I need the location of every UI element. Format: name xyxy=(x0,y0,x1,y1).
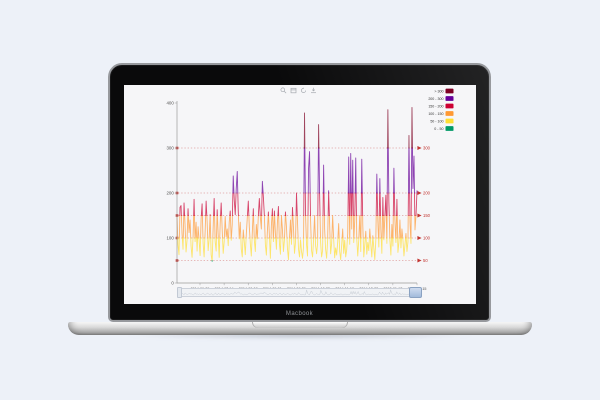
legend-item[interactable]: 0 - 50 xyxy=(434,126,454,131)
data-view-icon[interactable] xyxy=(290,87,297,94)
legend-item[interactable]: > 300 xyxy=(434,88,454,94)
markline-value-label: 300 xyxy=(423,146,431,151)
datazoom-left-handle[interactable] xyxy=(177,287,182,298)
markline-value-label: 150 xyxy=(423,213,431,218)
legend-swatch xyxy=(445,111,454,116)
markline-arrow xyxy=(417,146,422,150)
laptop-base xyxy=(68,322,532,335)
series-path xyxy=(303,107,413,149)
save-image-icon[interactable] xyxy=(310,87,317,94)
y-axis-tick-label: 0 xyxy=(171,281,174,286)
y-axis-tick-label: 300 xyxy=(166,146,174,151)
markline-arrow xyxy=(417,236,422,240)
markline-value-label: 100 xyxy=(423,236,431,241)
markline-value-label: 200 xyxy=(423,191,431,196)
legend-item[interactable]: 100 - 150 xyxy=(428,111,454,116)
series-path xyxy=(176,215,417,239)
series-path xyxy=(177,237,412,261)
legend-item[interactable]: 150 - 200 xyxy=(428,103,454,109)
y-axis-tick-label: 400 xyxy=(166,101,174,106)
laptop-brand-label: Macbook xyxy=(285,311,314,317)
laptop-base-notch xyxy=(252,322,348,328)
datazoom-slider[interactable] xyxy=(177,287,422,298)
legend-label: 0 - 50 xyxy=(434,127,443,131)
chart-toolbox xyxy=(280,87,317,94)
legend-label: 200 - 300 xyxy=(428,97,443,101)
legend-swatch xyxy=(445,88,454,94)
datazoom-right-handle[interactable] xyxy=(409,287,422,298)
markline-arrow xyxy=(417,258,422,263)
datazoom-data-shadow xyxy=(178,289,420,296)
legend-label: 100 - 150 xyxy=(428,112,443,116)
legend-item[interactable]: 200 - 300 xyxy=(428,96,454,101)
visualmap-legend: > 300 200 - 300 150 - 200 100 - 150 50 -… xyxy=(428,88,454,131)
legend-swatch xyxy=(445,118,454,124)
legend-label: 50 - 100 xyxy=(430,120,443,124)
markline-arrow xyxy=(417,213,422,218)
legend-item[interactable]: 50 - 100 xyxy=(430,118,454,124)
series-path xyxy=(179,192,418,216)
legend-swatch xyxy=(445,103,454,109)
legend-swatch xyxy=(445,126,454,131)
y-axis-tick-label: 100 xyxy=(166,236,174,241)
legend-label: 150 - 200 xyxy=(428,105,443,109)
legend-swatch xyxy=(445,96,454,101)
markline-arrow xyxy=(417,191,422,195)
aqi-line-series xyxy=(176,107,418,262)
laptop-shadow xyxy=(55,333,545,341)
markline-value-label: 50 xyxy=(423,258,428,263)
restore-icon[interactable] xyxy=(300,87,307,94)
data-zoom-icon[interactable] xyxy=(280,87,287,94)
legend-label: > 300 xyxy=(434,90,443,94)
series-path xyxy=(232,147,418,194)
y-axis-tick-label: 200 xyxy=(166,191,174,196)
